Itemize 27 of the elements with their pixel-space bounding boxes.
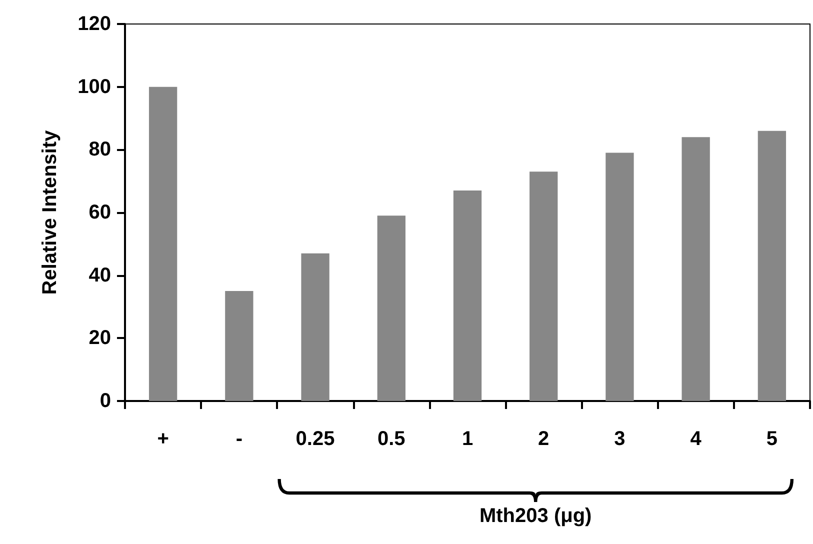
bar (606, 152, 634, 401)
bar (682, 137, 710, 401)
x-tick-label: 2 (538, 428, 550, 450)
bar (377, 216, 406, 401)
bar (301, 253, 330, 401)
y-tick-label: 0 (100, 390, 111, 412)
bar (758, 130, 786, 401)
x-tick-label: - (236, 428, 243, 450)
x-tick-label: 5 (766, 428, 778, 450)
x-tick-label: 1 (462, 428, 474, 450)
bar (225, 291, 254, 401)
x-tick-label: 4 (690, 428, 702, 450)
x-tick-label: 3 (614, 428, 626, 450)
y-axis-title: Relative Intensity (39, 129, 61, 295)
y-tick-label: 60 (88, 202, 111, 224)
y-tick-label: 120 (78, 13, 111, 35)
x-tick-label: 0.5 (377, 428, 406, 450)
bar (453, 190, 482, 401)
y-tick-label: 80 (88, 138, 111, 161)
x-axis-title: Mth203 (μg) (479, 505, 592, 528)
y-tick-label: 40 (88, 264, 111, 286)
y-tick-label: 20 (88, 327, 111, 350)
y-tick-label: 100 (78, 76, 111, 98)
bar (148, 86, 178, 401)
bar (530, 172, 558, 401)
x-tick-label: 0.25 (296, 428, 335, 450)
x-tick-label: + (157, 428, 169, 450)
